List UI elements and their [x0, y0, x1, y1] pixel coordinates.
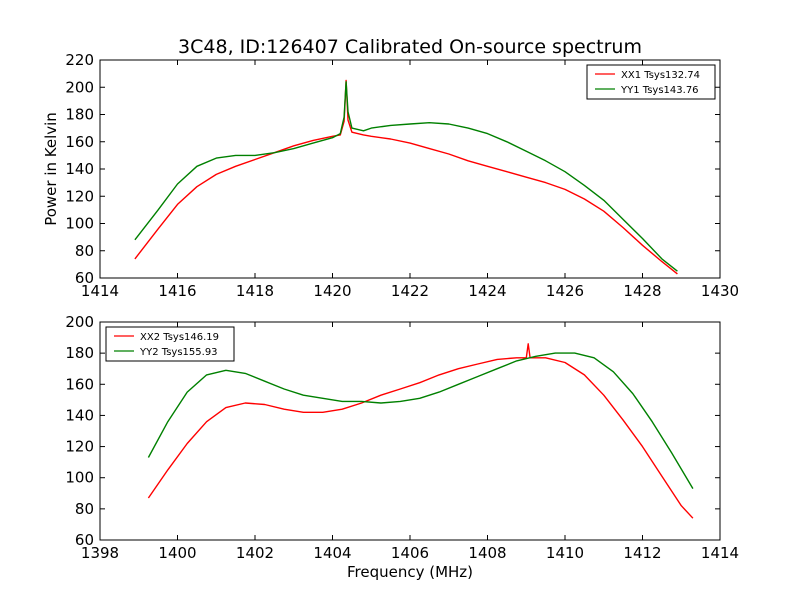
bottom-series-line-green [147, 352, 694, 489]
bottom-xtick-label: 1406 [391, 544, 429, 562]
bottom-legend: XX2 Tsys146.19 YY2 Tsys155.93 [105, 326, 235, 362]
bottom-ytick-label: 100 [65, 469, 94, 487]
bottom-ytick-label: 180 [65, 344, 94, 362]
top-series-line-red [134, 79, 678, 275]
bottom-xlabel: Frequency (MHz) [347, 563, 473, 581]
top-xtick-label: 1422 [391, 282, 429, 300]
bottom-panel: 1398 1400 1402 1404 1406 1408 1410 1412 1414 60 80… [65, 313, 739, 581]
bottom-xtick-label: 1398 [81, 544, 119, 562]
bottom-xtick-label: 1414 [701, 544, 739, 562]
legend-label-yy1: YY1 Tsys143.76 [620, 85, 699, 96]
bottom-series-line-red [147, 343, 694, 519]
bottom-ytick-label: 60 [75, 531, 94, 549]
top-ytick-label: 200 [65, 78, 94, 96]
legend-label-xx1: XX1 Tsys132.74 [621, 70, 700, 81]
top-ticks: 1414 1416 1418 1420 1422 1424 1426 1428 1430 60 80… [65, 51, 739, 300]
bottom-ytick-label: 200 [65, 313, 94, 331]
bottom-ticks: 1398 1400 1402 1404 1406 1408 1410 1412 1414 60 80… [65, 313, 739, 562]
legend-label-yy2: YY2 Tsys155.93 [139, 347, 218, 358]
bottom-legend-box [105, 326, 235, 362]
top-ytick-label: 180 [65, 106, 94, 124]
top-xtick-label: 1418 [236, 282, 274, 300]
bottom-ytick-label: 140 [65, 406, 94, 424]
top-legend: XX1 Tsys132.74 YY1 Tsys143.76 [586, 64, 716, 100]
top-xtick-label: 1428 [623, 282, 661, 300]
top-xtick-label: 1416 [158, 282, 196, 300]
bottom-xtick-label: 1404 [313, 544, 351, 562]
top-xtick-label: 1426 [546, 282, 584, 300]
top-xtick-label: 1430 [701, 282, 739, 300]
bottom-ytick-label: 120 [65, 438, 94, 456]
top-legend-box [586, 64, 716, 100]
legend-label-xx2: XX2 Tsys146.19 [140, 332, 219, 343]
bottom-ytick-label: 80 [75, 500, 94, 518]
top-ytick-label: 80 [75, 242, 94, 260]
top-ytick-label: 100 [65, 215, 94, 233]
top-ytick-label: 120 [65, 187, 94, 205]
bottom-xtick-label: 1408 [468, 544, 506, 562]
bottom-xtick-label: 1400 [158, 544, 196, 562]
top-xtick-label: 1424 [468, 282, 506, 300]
bottom-xtick-label: 1410 [546, 544, 584, 562]
top-xtick-label: 1420 [313, 282, 351, 300]
top-ytick-label: 60 [75, 269, 94, 287]
top-series-line-green [134, 81, 678, 272]
top-ytick-label: 220 [65, 51, 94, 69]
bottom-ytick-label: 160 [65, 375, 94, 393]
chart-title: 3C48, ID:126407 Calibrated On-source spe… [178, 36, 642, 58]
top-ytick-label: 160 [65, 133, 94, 151]
bottom-xtick-label: 1402 [236, 544, 274, 562]
bottom-series [147, 343, 694, 519]
bottom-xtick-label: 1412 [623, 544, 661, 562]
top-series [134, 79, 678, 275]
top-xtick-label: 1414 [81, 282, 119, 300]
top-panel: 1414 1416 1418 1420 1422 1424 1426 1428 1430 60 80… [42, 51, 739, 300]
top-ytick-label: 140 [65, 160, 94, 178]
top-ylabel: Power in Kelvin [42, 112, 60, 226]
